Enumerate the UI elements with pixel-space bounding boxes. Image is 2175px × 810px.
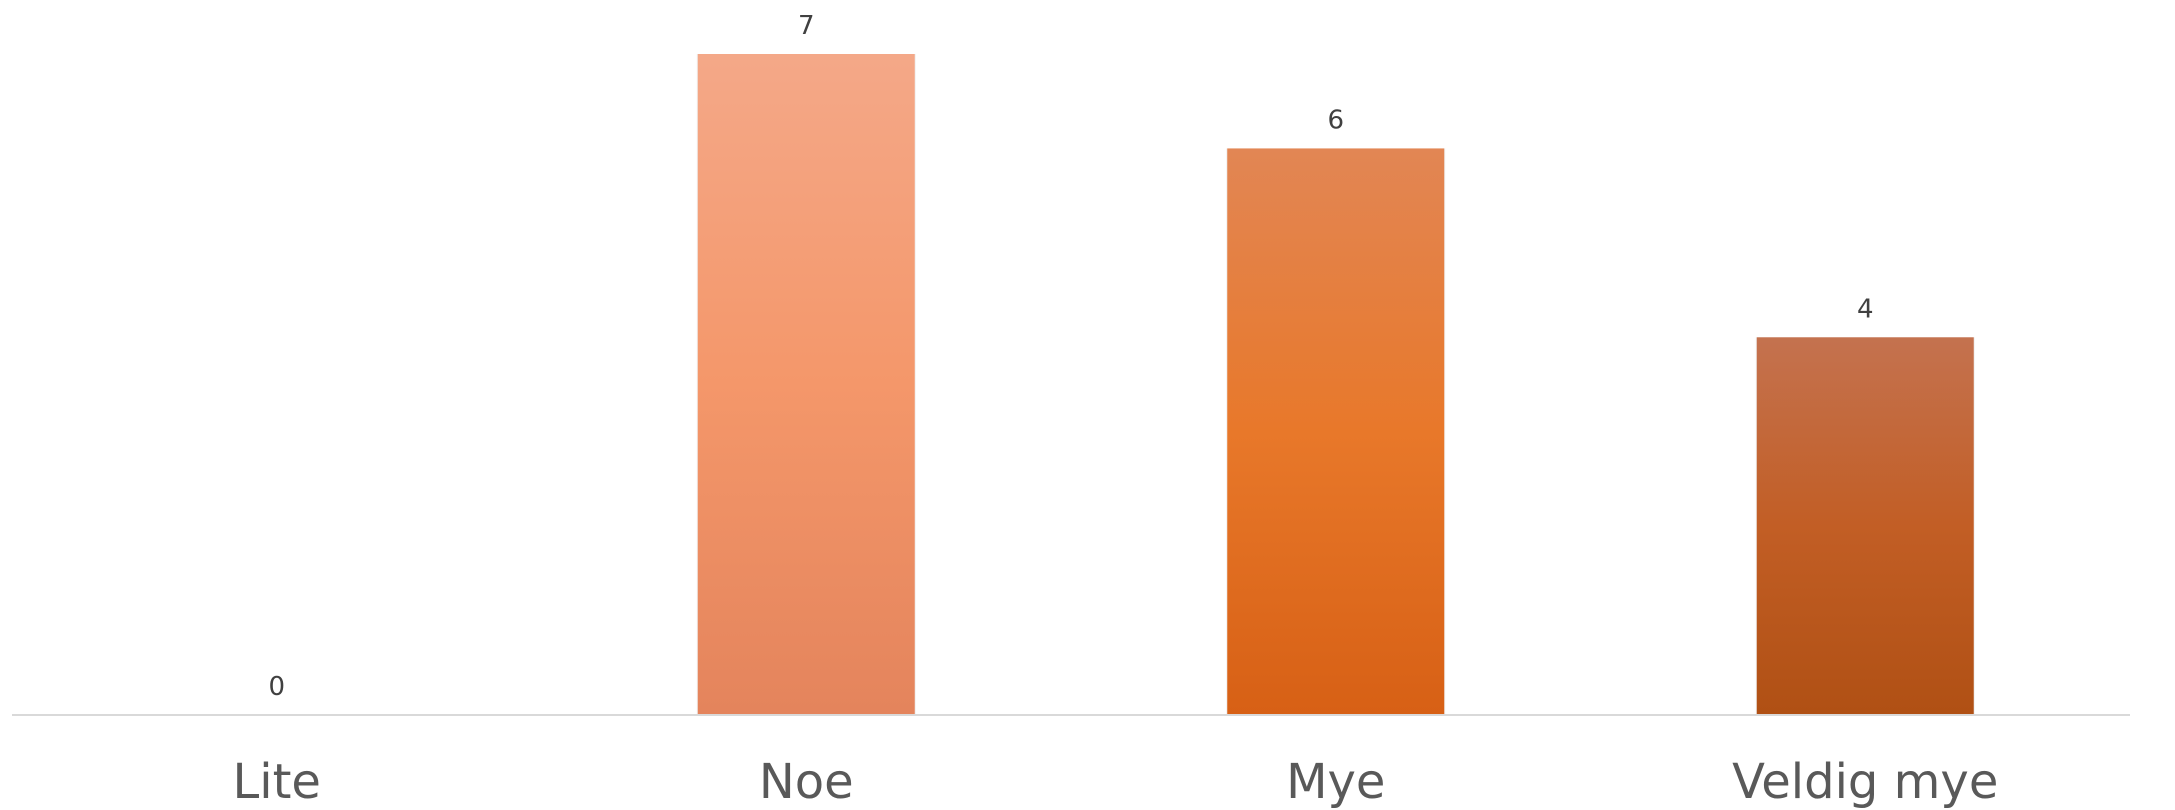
data-label-noe: 7 <box>798 11 815 41</box>
bar-noe <box>697 54 915 715</box>
category-label-noe: Noe <box>759 754 854 810</box>
bar-veldig-mye <box>1756 337 1974 715</box>
data-labels-group: 0 7 6 4 <box>268 11 1873 702</box>
category-label-veldig-mye: Veldig mye <box>1732 754 1998 810</box>
data-label-veldig-mye: 4 <box>1857 294 1874 324</box>
data-label-mye: 6 <box>1327 105 1344 135</box>
category-label-mye: Mye <box>1286 754 1385 810</box>
bar-mye <box>1227 148 1445 715</box>
bars-group <box>696 54 1975 715</box>
category-label-lite: Lite <box>233 754 321 810</box>
data-label-lite: 0 <box>268 672 285 702</box>
category-labels-group: Lite Noe Mye Veldig mye <box>233 754 1999 810</box>
